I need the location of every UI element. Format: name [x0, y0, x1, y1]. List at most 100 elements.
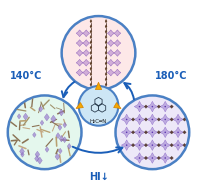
Polygon shape	[131, 118, 135, 121]
Polygon shape	[67, 143, 71, 149]
Polygon shape	[76, 50, 83, 56]
Polygon shape	[134, 114, 145, 125]
Circle shape	[139, 119, 140, 120]
Polygon shape	[170, 131, 173, 134]
Polygon shape	[144, 143, 148, 147]
Polygon shape	[105, 83, 107, 86]
Polygon shape	[59, 109, 64, 116]
Polygon shape	[56, 133, 60, 139]
Polygon shape	[114, 30, 121, 37]
Polygon shape	[144, 118, 148, 121]
Circle shape	[151, 157, 153, 159]
Polygon shape	[83, 30, 90, 37]
Polygon shape	[157, 156, 161, 160]
Polygon shape	[173, 114, 183, 125]
Polygon shape	[183, 131, 186, 134]
Polygon shape	[90, 46, 92, 49]
Circle shape	[151, 119, 153, 120]
Polygon shape	[105, 72, 107, 76]
Polygon shape	[58, 148, 62, 154]
Polygon shape	[59, 135, 64, 142]
Polygon shape	[44, 114, 49, 121]
Polygon shape	[105, 51, 107, 55]
Polygon shape	[55, 153, 60, 160]
Polygon shape	[147, 153, 158, 163]
Polygon shape	[90, 57, 92, 60]
Polygon shape	[105, 19, 107, 23]
Polygon shape	[63, 122, 67, 128]
Polygon shape	[157, 118, 161, 121]
Polygon shape	[83, 69, 90, 76]
Polygon shape	[45, 147, 49, 152]
Polygon shape	[105, 30, 107, 33]
Polygon shape	[121, 127, 132, 138]
Polygon shape	[90, 30, 92, 33]
Polygon shape	[23, 113, 28, 120]
Polygon shape	[134, 101, 145, 112]
Circle shape	[139, 144, 140, 146]
Polygon shape	[107, 69, 114, 76]
Polygon shape	[107, 40, 114, 46]
Polygon shape	[90, 83, 92, 86]
Polygon shape	[95, 82, 102, 90]
Polygon shape	[144, 131, 148, 134]
Polygon shape	[83, 59, 90, 66]
Polygon shape	[90, 78, 92, 81]
Polygon shape	[83, 50, 90, 56]
Polygon shape	[183, 118, 186, 121]
Polygon shape	[160, 114, 171, 125]
Polygon shape	[114, 40, 121, 46]
Polygon shape	[147, 101, 158, 112]
Polygon shape	[90, 62, 92, 65]
Polygon shape	[105, 35, 107, 39]
Polygon shape	[160, 153, 171, 163]
Text: HI↓: HI↓	[89, 172, 108, 182]
Polygon shape	[90, 35, 92, 39]
Polygon shape	[17, 114, 21, 119]
Polygon shape	[147, 140, 158, 150]
Polygon shape	[35, 156, 39, 162]
Polygon shape	[114, 102, 121, 108]
Polygon shape	[51, 115, 56, 123]
Text: 140°C: 140°C	[10, 71, 42, 81]
Polygon shape	[76, 59, 83, 66]
Polygon shape	[105, 25, 107, 28]
Circle shape	[115, 95, 189, 169]
Polygon shape	[105, 41, 107, 44]
Polygon shape	[76, 102, 83, 108]
Circle shape	[164, 106, 166, 107]
Circle shape	[62, 16, 135, 90]
Polygon shape	[157, 105, 161, 108]
Polygon shape	[107, 30, 114, 37]
Polygon shape	[35, 151, 40, 158]
Circle shape	[126, 132, 127, 133]
Polygon shape	[114, 69, 121, 76]
Polygon shape	[37, 157, 42, 164]
Polygon shape	[170, 118, 173, 121]
Circle shape	[164, 132, 166, 133]
Polygon shape	[160, 101, 171, 112]
Polygon shape	[40, 120, 44, 125]
Polygon shape	[170, 143, 173, 147]
Polygon shape	[114, 50, 121, 56]
Polygon shape	[83, 40, 90, 46]
Polygon shape	[144, 156, 148, 160]
Polygon shape	[160, 127, 171, 138]
Polygon shape	[114, 59, 121, 66]
Polygon shape	[63, 137, 67, 143]
Circle shape	[151, 132, 153, 133]
Polygon shape	[90, 72, 92, 76]
Polygon shape	[76, 30, 83, 37]
Polygon shape	[105, 67, 107, 70]
Polygon shape	[134, 127, 145, 138]
Polygon shape	[107, 50, 114, 56]
Polygon shape	[144, 105, 148, 108]
Polygon shape	[90, 19, 92, 23]
Polygon shape	[90, 67, 92, 70]
Circle shape	[177, 119, 179, 120]
Circle shape	[151, 144, 153, 146]
Circle shape	[79, 86, 118, 126]
Polygon shape	[121, 114, 132, 125]
Polygon shape	[39, 106, 43, 112]
Circle shape	[164, 157, 166, 159]
